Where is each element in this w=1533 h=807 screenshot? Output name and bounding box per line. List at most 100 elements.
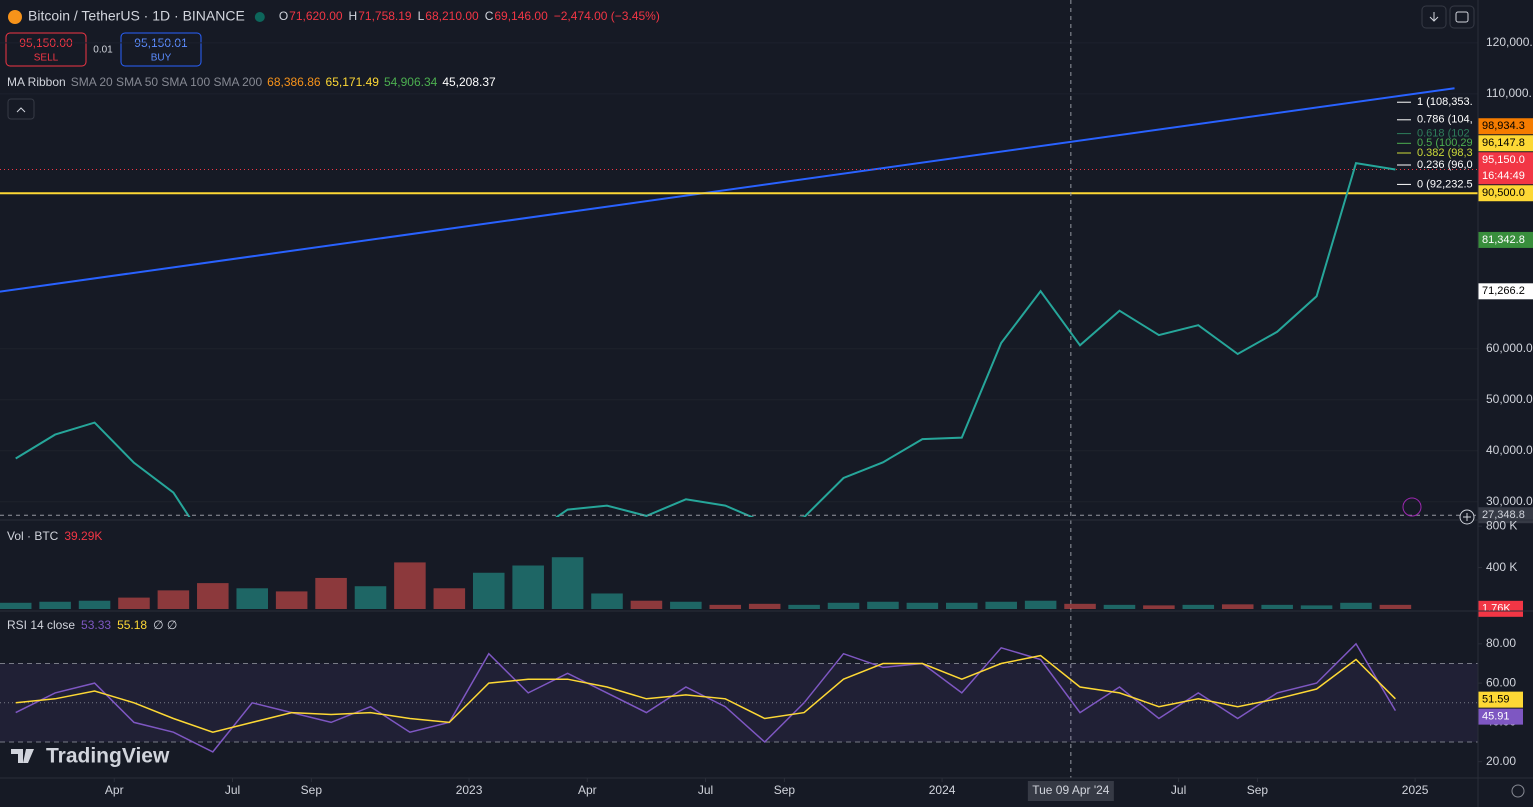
volume-bar	[788, 604, 820, 609]
fib-label: 0.382 (98,3	[1417, 147, 1473, 159]
rsi-band	[0, 663, 1478, 743]
volume-bar	[985, 601, 1017, 609]
volume-bar	[551, 557, 584, 609]
price-tag-label: 90,500.0	[1482, 187, 1525, 199]
crosshair-date-tag	[1027, 781, 1114, 801]
sell-label: SELL	[34, 53, 59, 64]
legend-text: 53.33	[81, 618, 111, 632]
volume-bar	[1261, 604, 1293, 609]
header-text: 69,146.00	[494, 9, 548, 23]
legend-text: 68,386.86	[267, 75, 321, 89]
fib-label: 1 (108,353.	[1417, 96, 1473, 108]
volume-bar	[1182, 604, 1215, 609]
header-text: 71,758.19	[358, 9, 412, 23]
x-tick-label: Sep	[1247, 783, 1269, 797]
collapse-icon	[16, 107, 26, 113]
header-text: L	[418, 9, 425, 23]
price-tag	[1478, 283, 1533, 300]
header-text: Bitcoin / TetherUS · 1D · BINANCE	[28, 8, 245, 24]
y-tick-label: 50,000.0	[1486, 392, 1533, 406]
price-tag	[1478, 152, 1533, 185]
x-tick-label: Jul	[225, 783, 240, 797]
legend-text: 39.29K	[64, 529, 102, 543]
legend-text: 65,171.49	[326, 75, 380, 89]
volume-bar	[118, 597, 150, 609]
volume-bar	[512, 565, 544, 609]
fib-label: 0.786 (104,	[1417, 114, 1473, 126]
header-text: H	[349, 9, 358, 23]
volume-bar	[1221, 604, 1254, 609]
volume-bar	[1024, 600, 1057, 609]
y-tick-label: 800 K	[1486, 518, 1517, 532]
volume-bar	[1103, 604, 1136, 609]
volume-bar	[472, 572, 505, 609]
x-tick-label: Sep	[301, 783, 323, 797]
x-tick-label: Apr	[105, 783, 124, 797]
volume-bar	[591, 593, 623, 609]
download-button[interactable]	[1421, 5, 1447, 29]
volume-bar	[709, 604, 742, 609]
volume-bar	[1379, 604, 1412, 609]
fib-label: 0 (92,232.5	[1417, 178, 1473, 190]
volume-bar	[1340, 602, 1372, 609]
volume-bar	[39, 601, 71, 609]
x-tick-label: Apr	[578, 783, 597, 797]
volume-bar	[275, 591, 308, 609]
price-tag	[1478, 185, 1533, 202]
header-text: 68,210.00	[425, 9, 479, 23]
price-tag	[1478, 118, 1533, 135]
legend-text: Vol · BTC	[7, 529, 59, 543]
volume-bar	[394, 562, 426, 609]
volume-bar	[670, 601, 702, 609]
fullscreen-icon	[1455, 11, 1469, 23]
volume-tag	[1478, 600, 1523, 617]
buy-button[interactable]	[120, 32, 202, 67]
volume-bar	[157, 590, 190, 609]
alert-icon[interactable]	[1402, 497, 1422, 517]
price-tag-label: 81,342.8	[1482, 234, 1525, 246]
x-tick-label: 2024	[929, 783, 956, 797]
settings-icon[interactable]	[1511, 784, 1525, 798]
buy-label: BUY	[151, 53, 172, 64]
volume-bar	[946, 602, 978, 609]
rsi-pane	[0, 642, 1478, 753]
fib-label: 0.618 (102	[1417, 128, 1470, 140]
volume-bar	[197, 583, 229, 609]
y-tick-label: 110,000.	[1486, 86, 1532, 100]
volume-bar	[906, 602, 939, 609]
y-tick-label: 400 K	[1486, 560, 1517, 574]
rsi-tag-label: 51.59	[1482, 694, 1510, 706]
sell-button[interactable]	[5, 32, 87, 67]
price-tag-label: 98,934.3	[1482, 120, 1525, 132]
fullscreen-button[interactable]	[1449, 5, 1475, 29]
collapse-button[interactable]	[7, 98, 35, 120]
volume-bar	[236, 588, 268, 609]
volume-bar	[1143, 605, 1175, 609]
x-tick-label: 2023	[456, 783, 483, 797]
fib-label: 0.5 (100,29	[1417, 137, 1473, 149]
volume-bar	[0, 602, 32, 609]
status-dot	[254, 12, 265, 22]
volume-bar	[78, 600, 111, 609]
header-text: −2,474.00 (−3.45%)	[554, 9, 660, 23]
y-tick-label: 40,000.0	[1486, 443, 1533, 457]
legend-text: RSI 14 close	[7, 618, 75, 632]
symbol-icon	[8, 10, 22, 24]
price-tag	[1478, 135, 1533, 152]
y-tick-label: 20.00	[1486, 754, 1516, 768]
price-line-series	[15, 161, 1396, 517]
trend-line	[0, 87, 1455, 293]
legend-text: 55.18	[117, 618, 147, 632]
volume-bar	[827, 602, 860, 609]
countdown-label: 16:44:49	[1482, 170, 1525, 182]
y-tick-label: 80.00	[1486, 636, 1516, 650]
add-icon	[1463, 513, 1471, 521]
rsi-tag	[1478, 708, 1523, 725]
price-tag-label: 71,266.2	[1482, 285, 1525, 297]
crosshair-date-label: Tue 09 Apr '24	[1032, 783, 1110, 797]
download-icon	[1429, 12, 1439, 22]
volume-bar	[433, 588, 466, 609]
legend-text: ∅ ∅	[153, 618, 177, 632]
legend-text: MA Ribbon	[7, 75, 66, 89]
